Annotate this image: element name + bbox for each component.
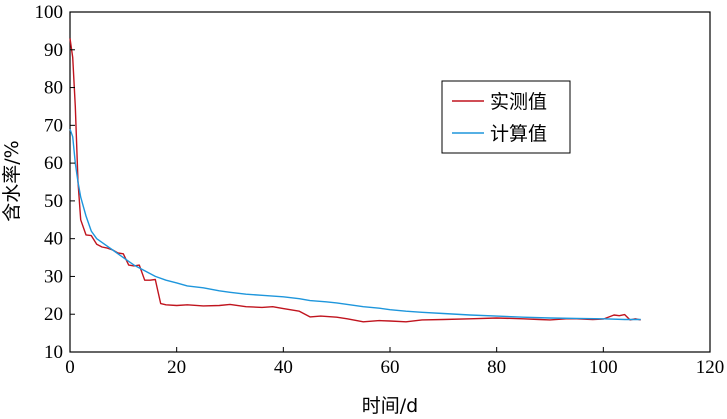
- y-tick-label: 70: [44, 115, 63, 136]
- y-tick-label: 40: [44, 229, 63, 250]
- ticks-layer: 0 20 40 60 80 100 120 10 20 30 40 50 60 70 80 90 100: [35, 2, 725, 378]
- y-tick-label: 100: [35, 2, 64, 23]
- y-tick-label: 20: [44, 304, 63, 325]
- series-line-calculated: [69, 128, 641, 321]
- x-tick-label: 0: [65, 357, 75, 378]
- legend: 实测值 计算值: [441, 80, 571, 154]
- y-tick-label: 90: [44, 40, 63, 61]
- series-line-measured: [69, 38, 641, 323]
- x-tick-label: 100: [589, 357, 618, 378]
- series-layer: [69, 38, 641, 323]
- x-tick-label: 80: [487, 357, 506, 378]
- x-tick-label: 60: [381, 357, 400, 378]
- y-tick-label: 30: [44, 266, 63, 287]
- y-tick-label: 50: [44, 191, 63, 212]
- x-tick-label: 120: [696, 357, 725, 378]
- y-tick-label: 10: [44, 342, 63, 363]
- x-tick-label: 40: [274, 357, 293, 378]
- x-axis-label: 时间/d: [362, 395, 418, 417]
- plot-frame: [69, 11, 711, 353]
- legend-label-measured: 实测值: [490, 91, 547, 113]
- legend-label-calculated: 计算值: [490, 123, 547, 145]
- y-axis-label: 含水率/%: [1, 140, 23, 221]
- legend-box: [441, 80, 571, 154]
- y-tick-label: 80: [44, 78, 63, 99]
- plot-border: [69, 11, 711, 353]
- x-tick-label: 20: [167, 357, 186, 378]
- y-tick-label: 60: [44, 153, 63, 174]
